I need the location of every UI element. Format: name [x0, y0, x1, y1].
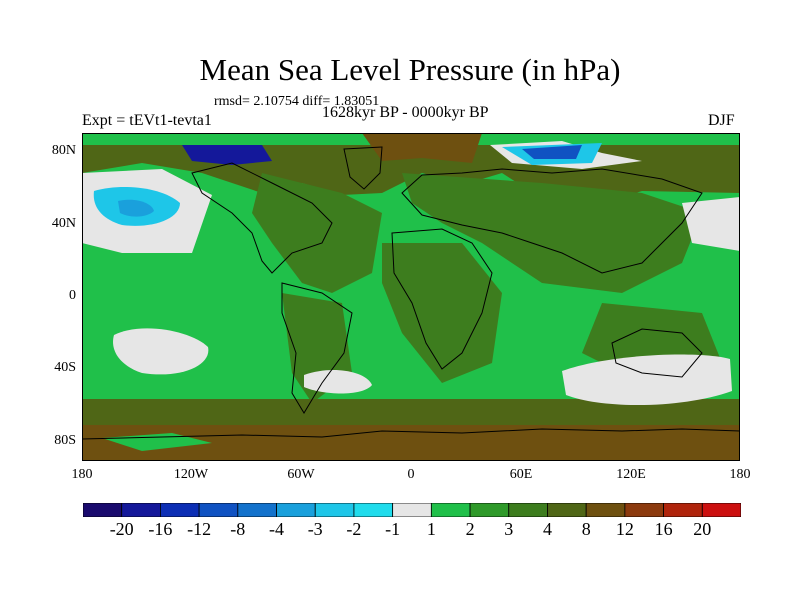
colorbar-swatch [624, 503, 664, 517]
coastline-africa [391, 228, 493, 370]
coastline-greenland [343, 146, 383, 190]
colorbar-label: -4 [269, 519, 284, 539]
colorbar-swatch [547, 503, 587, 517]
colorbar-swatch [83, 503, 123, 517]
colorbar-label: 4 [543, 519, 552, 539]
chart-title: Mean Sea Level Pressure (in hPa) [199, 52, 621, 87]
lat-label-80s: 80S [54, 433, 76, 448]
experiment-label: Expt = tEVt1-tevta1 [82, 112, 212, 129]
lon-label-0: 0 [407, 467, 415, 482]
lat-label-40s: 40S [54, 360, 76, 375]
lon-label-180e: 180 [729, 467, 751, 482]
lat-label-0: 0 [69, 288, 76, 303]
colorbar-swatch [430, 503, 471, 517]
stats-text: rmsd= 2.10754 diff= 1.83051 [214, 94, 380, 109]
colorbar-label: 3 [504, 519, 514, 539]
period-label: 1628kyr BP - 0000kyr BP [322, 104, 489, 121]
pressure-map [82, 133, 740, 461]
colorbar-label: 8 [581, 519, 591, 539]
colorbar-label: -16 [148, 519, 173, 539]
lon-label-180w: 180 [71, 467, 93, 482]
colorbar-label: 1 [426, 519, 436, 539]
colorbar-label: -8 [230, 519, 246, 539]
colorbar-label: -2 [346, 519, 362, 539]
colorbar-label: 2 [465, 519, 475, 539]
season-label: DJF [708, 112, 735, 129]
coastline-antarctica [82, 428, 740, 440]
southern-band-brown [82, 425, 740, 461]
colorbar-label: 12 [615, 519, 634, 539]
indian-grey-south [562, 354, 732, 406]
colorbar-swatch [508, 503, 548, 517]
colorbar-swatch [701, 503, 741, 517]
colorbar-swatch [276, 503, 316, 517]
africa-field [382, 243, 502, 383]
coastline-south-america [281, 282, 353, 414]
colorbar [83, 503, 741, 517]
pacific-grey-south [113, 328, 209, 375]
arctic-brown [362, 133, 482, 163]
colorbar-swatch [585, 503, 626, 517]
lat-label-80n: 80N [51, 143, 76, 158]
siberia-blue [522, 145, 582, 159]
greenland-navy [182, 145, 272, 165]
coastline-australia [611, 328, 703, 378]
colorbar-swatch [663, 503, 703, 517]
pacific-grey-north-east [682, 197, 740, 251]
lon-label-60e: 60E [509, 467, 533, 482]
colorbar-swatch [237, 503, 277, 517]
colorbar-swatch [314, 503, 355, 517]
north-america-field [252, 173, 382, 293]
lon-label-120w: 120W [173, 467, 209, 482]
colorbar-label: -1 [385, 519, 401, 539]
colorbar-swatch [392, 503, 432, 517]
map-frame [82, 133, 740, 461]
lon-label-60w: 60W [287, 467, 315, 482]
atlantic-grey-south [304, 370, 372, 394]
pacific-blue [118, 199, 154, 217]
colorbar-label: 20 [693, 519, 712, 539]
colorbar-swatch [469, 503, 510, 517]
colorbar-swatch [121, 503, 161, 517]
coastline-north-america [191, 162, 333, 274]
colorbar-swatch [198, 503, 239, 517]
coastline-eurasia [401, 168, 703, 274]
lon-label-120e: 120E [616, 467, 646, 482]
coastlines [82, 146, 740, 440]
colorbar-swatch [353, 503, 394, 517]
eurasia-field [402, 173, 702, 293]
lat-label-40n: 40N [51, 216, 76, 231]
colorbar-label: -3 [307, 519, 323, 539]
colorbar-label: -20 [109, 519, 134, 539]
colorbar-swatch [160, 503, 200, 517]
colorbar-label: 16 [654, 519, 673, 539]
colorbar-label: -12 [187, 519, 212, 539]
